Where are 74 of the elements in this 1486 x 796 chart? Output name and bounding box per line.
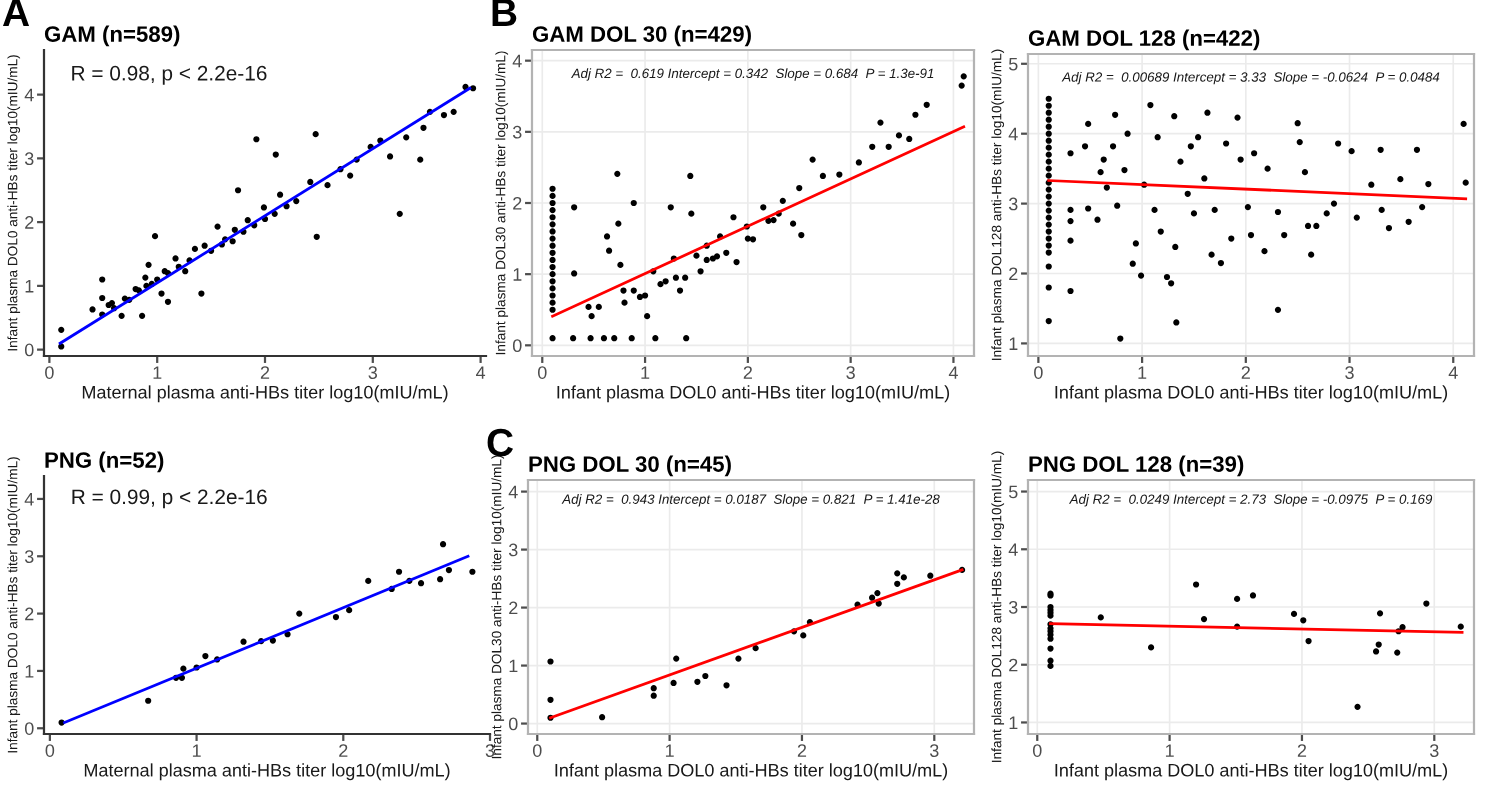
x-tick-label: 2 — [1297, 744, 1307, 757]
x-tick-label: 0 — [1032, 744, 1042, 757]
y-tick-label: 5 — [1008, 485, 1018, 499]
chart-title: GAM DOL 30 (n=429) — [532, 25, 751, 47]
x-axis-title: Infant plasma DOL0 anti-HBs titer log10(mIU/mL) — [1055, 763, 1448, 781]
x-tick-label: 2 — [339, 744, 348, 757]
x-tick-label: 3 — [1345, 366, 1354, 379]
y-tick-label: 0 — [508, 717, 518, 731]
x-tick-label: 2 — [1241, 366, 1250, 379]
y-tick-label: 2 — [509, 601, 518, 615]
y-tick-label: 1 — [25, 280, 34, 293]
chart-title: PNG DOL 30 (n=45) — [529, 455, 731, 477]
chart-title: GAM (n=589) — [44, 25, 180, 47]
x-tick-label: 3 — [929, 744, 939, 757]
x-tick-label: 3 — [368, 366, 378, 379]
x-tick-label: 0 — [537, 366, 547, 379]
y-tick-label: 0 — [24, 343, 34, 357]
y-tick-label: 2 — [513, 196, 522, 210]
x-tick-label: 1 — [1165, 744, 1174, 757]
text: A — [2, 0, 30, 26]
text: B — [492, 0, 517, 26]
x-tick-label: 0 — [45, 366, 54, 379]
y-tick-label: 1 — [1009, 337, 1018, 350]
y-tick-label: 1 — [509, 659, 518, 673]
x-tick-label: 3 — [1429, 744, 1439, 757]
text: C — [487, 428, 514, 457]
y-tick-label: 0 — [512, 339, 522, 353]
y-tick-label: 4 — [512, 54, 522, 68]
y-tick-label: 2 — [25, 216, 34, 229]
x-tick-label: 0 — [532, 744, 542, 757]
x-tick-label: 1 — [1138, 366, 1147, 379]
y-tick-label: 1 — [25, 665, 34, 678]
y-tick-label: 4 — [1008, 127, 1018, 141]
y-tick-label: 2 — [25, 607, 34, 621]
x-tick-label: 4 — [476, 366, 486, 379]
y-tick-label: 0 — [24, 722, 34, 735]
x-tick-label: 3 — [846, 366, 855, 379]
x-tick-label: 1 — [665, 744, 674, 757]
y-tick-label: 3 — [1008, 600, 1018, 614]
x-tick-label: 2 — [797, 744, 807, 757]
chart-title: PNG (n=52) — [45, 451, 164, 473]
y-tick-label: 5 — [1008, 57, 1018, 71]
x-tick-label: 3 — [485, 744, 495, 757]
annotation: R = 0.98, p < 2.2e-16 — [72, 65, 267, 85]
y-tick-label: 4 — [508, 485, 518, 499]
x-tick-label: 0 — [1034, 366, 1043, 379]
y-tick-label: 4 — [24, 88, 34, 102]
x-tick-label: 4 — [948, 366, 958, 379]
y-tick-label: 3 — [1008, 197, 1018, 211]
y-tick-label: 3 — [24, 550, 34, 563]
y-tick-label: 3 — [24, 152, 34, 166]
y-tick-label: 2 — [1009, 658, 1018, 672]
x-axis-title: Infant plasma DOL0 anti-HBs titer log10(mIU/mL) — [557, 385, 950, 403]
x-axis-title: Maternal plasma anti-HBs titer log10(mIU/mL) — [84, 763, 450, 781]
chart-title: GAM DOL 128 (n=422) — [1028, 29, 1260, 51]
x-tick-label: 2 — [743, 366, 752, 379]
x-tick-label: 1 — [192, 744, 201, 757]
x-tick-label: 0 — [45, 744, 55, 757]
y-tick-label: 1 — [1009, 716, 1018, 729]
x-axis-title: Infant plasma DOL0 anti-HBs titer log10(mIU/mL) — [555, 763, 948, 781]
x-axis-title: Infant plasma DOL0 anti-HBs titer log10(mIU/mL) — [1055, 385, 1448, 403]
x-tick-label: 2 — [260, 366, 270, 379]
y-tick-label: 2 — [1009, 267, 1018, 281]
y-tick-label: 3 — [512, 125, 522, 139]
x-tick-label: 4 — [1448, 366, 1458, 379]
y-tick-label: 3 — [508, 543, 518, 557]
y-tick-label: 4 — [24, 493, 34, 506]
x-tick-label: 1 — [641, 366, 650, 379]
chart-title: PNG DOL 128 (n=39) — [1029, 455, 1244, 477]
annotation: R = 0.99, p < 2.2e-16 — [72, 489, 267, 509]
x-tick-label: 1 — [153, 366, 162, 379]
y-tick-label: 4 — [1008, 543, 1018, 556]
x-axis-title: Maternal plasma anti-HBs titer log10(mIU/mL) — [82, 385, 448, 403]
y-tick-label: 1 — [513, 268, 522, 281]
